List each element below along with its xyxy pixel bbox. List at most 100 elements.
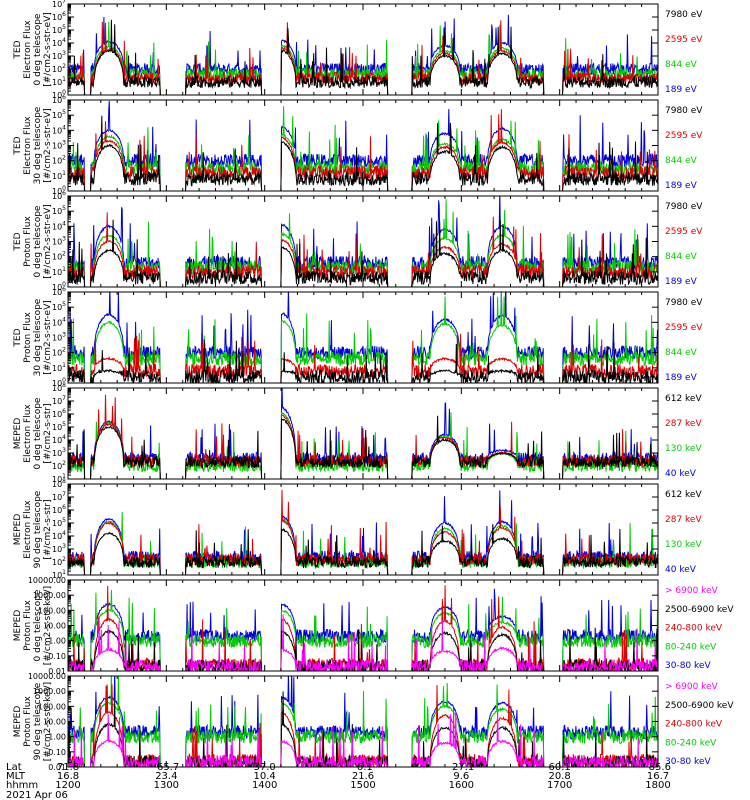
x-tick-hhmm: 1700 (547, 780, 572, 791)
y-tick-label: 0.01 (48, 763, 66, 772)
y-tick-exponent: 6 (62, 286, 66, 293)
y-tick-exponent: 5 (62, 24, 66, 31)
y-axis-label: MEPEDElectron Flux90 deg telescope[#/cm2… (13, 490, 53, 568)
trace-612-kev (68, 524, 658, 575)
x-tick-hhmm: 1300 (154, 780, 179, 791)
y-axis-label: MEPEDProton Flux90 deg telescope[#/cm2-s… (13, 682, 53, 761)
trace-844-ev (68, 21, 658, 95)
y-tick-label: 101 (52, 473, 66, 484)
y-axis-label-line: Proton Flux (23, 216, 33, 267)
x-tick-lat: -85.6 (645, 762, 671, 773)
plot-area (68, 676, 658, 767)
legend-entry: > 6900 keV (665, 682, 719, 692)
y-tick-label: 10000.00 (28, 672, 66, 681)
y-axis-label-line: MEPED (13, 514, 23, 546)
y-axis-label-line: TED (13, 136, 23, 155)
y-tick-label: 106 (52, 190, 66, 201)
y-axis-label-line: [#/cm2-s-str-keV] (43, 682, 53, 761)
trace-80-240-kev (68, 676, 658, 767)
y-axis-label-line: [#/cm2-s-str-keV] (43, 586, 53, 665)
y-tick-label: 104 (52, 220, 66, 231)
plot-area (68, 388, 658, 479)
trace-844-ev (68, 199, 658, 287)
y-axis-label-line: 0 deg telescope (33, 589, 43, 661)
y-axis-label: MEPEDProton Flux0 deg telescope[#/cm2-s-… (13, 586, 53, 665)
y-tick-exponent: 4 (62, 316, 66, 323)
x-tick-hhmm: 1500 (350, 780, 375, 791)
y-tick-label: 1.00 (48, 637, 66, 646)
legend-entry: 30-80 keV (665, 661, 711, 671)
y-axis-label-line: Electron Flux (23, 20, 33, 79)
legend-entry: 80-240 keV (665, 642, 717, 652)
y-tick-exponent: 7 (62, 0, 66, 5)
y-tick-label: 105 (52, 205, 66, 216)
y-tick-label: 1000.00 (33, 687, 66, 696)
y-axis-label-line: 90 deg telescope (33, 490, 43, 568)
y-tick-label: 105 (52, 24, 66, 35)
trace-7980-ev (68, 219, 658, 287)
y-axis-label: TEDProton Flux0 deg telescope[#/cm2-s-st… (13, 204, 53, 279)
y-tick-exponent: 1 (62, 266, 66, 273)
y-tick-label: 104 (52, 434, 66, 445)
y-axis-label-line: TED (13, 328, 23, 347)
y-axis-label-line: 90 deg telescope (33, 682, 43, 760)
trace-7980-ev (68, 115, 658, 191)
x-tick-lat: 37.0 (254, 762, 276, 773)
y-tick-label: 1.00 (48, 733, 66, 742)
y-tick-label: 102 (52, 251, 66, 262)
y-axis-label-line: MEPED (13, 610, 23, 642)
y-tick-exponent: 7 (62, 491, 66, 498)
legend-entry: > 6900 keV (665, 586, 719, 596)
legend-entry: 7980 eV (665, 298, 703, 308)
y-axis-label-line: 30 deg telescope (33, 106, 43, 184)
trace-40-kev (68, 490, 658, 575)
plot-area (68, 100, 658, 191)
y-tick-exponent: 6 (62, 11, 66, 18)
y-tick-label: 103 (52, 332, 66, 343)
y-tick-label: 100 (52, 185, 66, 196)
legend-entry: 40 keV (665, 565, 697, 575)
y-axis-label-line: [#/cm2-s-str] (43, 499, 53, 559)
legend-entry: 612 keV (665, 490, 702, 500)
panel-5: 101 102 103 104 105 106 107 108 MEPEDElectron Fl… (13, 382, 702, 484)
trace-2595-ev (68, 109, 658, 191)
y-tick-exponent: 8 (62, 478, 66, 485)
y-tick-exponent: 2 (62, 556, 66, 563)
date-label: 2021 Apr 06 (6, 790, 68, 800)
legend-entry: 30-80 keV (665, 757, 711, 767)
y-tick-exponent: 0 (62, 377, 66, 384)
y-axis-label-line: 30 deg telescope (33, 298, 43, 376)
legend-entry: 2595 eV (665, 131, 703, 141)
x-tick-hhmm: 1800 (645, 780, 670, 791)
x-tick-mlt: 9.6 (453, 771, 469, 782)
legend-entry: 2500-6900 keV (665, 605, 734, 615)
legend-entry: 844 eV (665, 348, 698, 358)
y-tick-label: 101 (52, 170, 66, 181)
row-label-hhmm: hhmm (6, 780, 38, 791)
x-tick-mlt: 16.8 (57, 771, 79, 782)
y-axis-label-line: TED (13, 232, 23, 251)
x-tick-lat: -6.1 (353, 762, 373, 773)
x-tick-hhmm: 1400 (252, 780, 277, 791)
y-tick-label: 103 (52, 236, 66, 247)
y-axis-label-line: 0 deg telescope (33, 13, 43, 85)
y-tick-label: 100 (52, 377, 66, 388)
y-axis-label: MEPEDElectron Flux0 deg telescope[#/cm2-… (13, 397, 53, 469)
trace-612-kev (68, 415, 658, 479)
legend-entry: 287 keV (665, 419, 702, 429)
y-tick-exponent: 4 (62, 530, 66, 537)
y-tick-label: 101 (52, 76, 66, 87)
y-tick-label: 108 (52, 478, 66, 489)
y-tick-exponent: 6 (62, 504, 66, 511)
x-tick-lat: -27.1 (448, 762, 474, 773)
legend-entry: 2500-6900 keV (665, 701, 734, 711)
y-tick-label: 104 (52, 37, 66, 48)
x-tick-mlt: 16.7 (647, 771, 669, 782)
y-tick-exponent: 3 (62, 332, 66, 339)
x-tick-mlt: 20.8 (549, 771, 571, 782)
legend-entry: 189 eV (665, 277, 698, 287)
y-tick-label: 100.00 (38, 606, 66, 615)
plot-area (68, 489, 658, 575)
